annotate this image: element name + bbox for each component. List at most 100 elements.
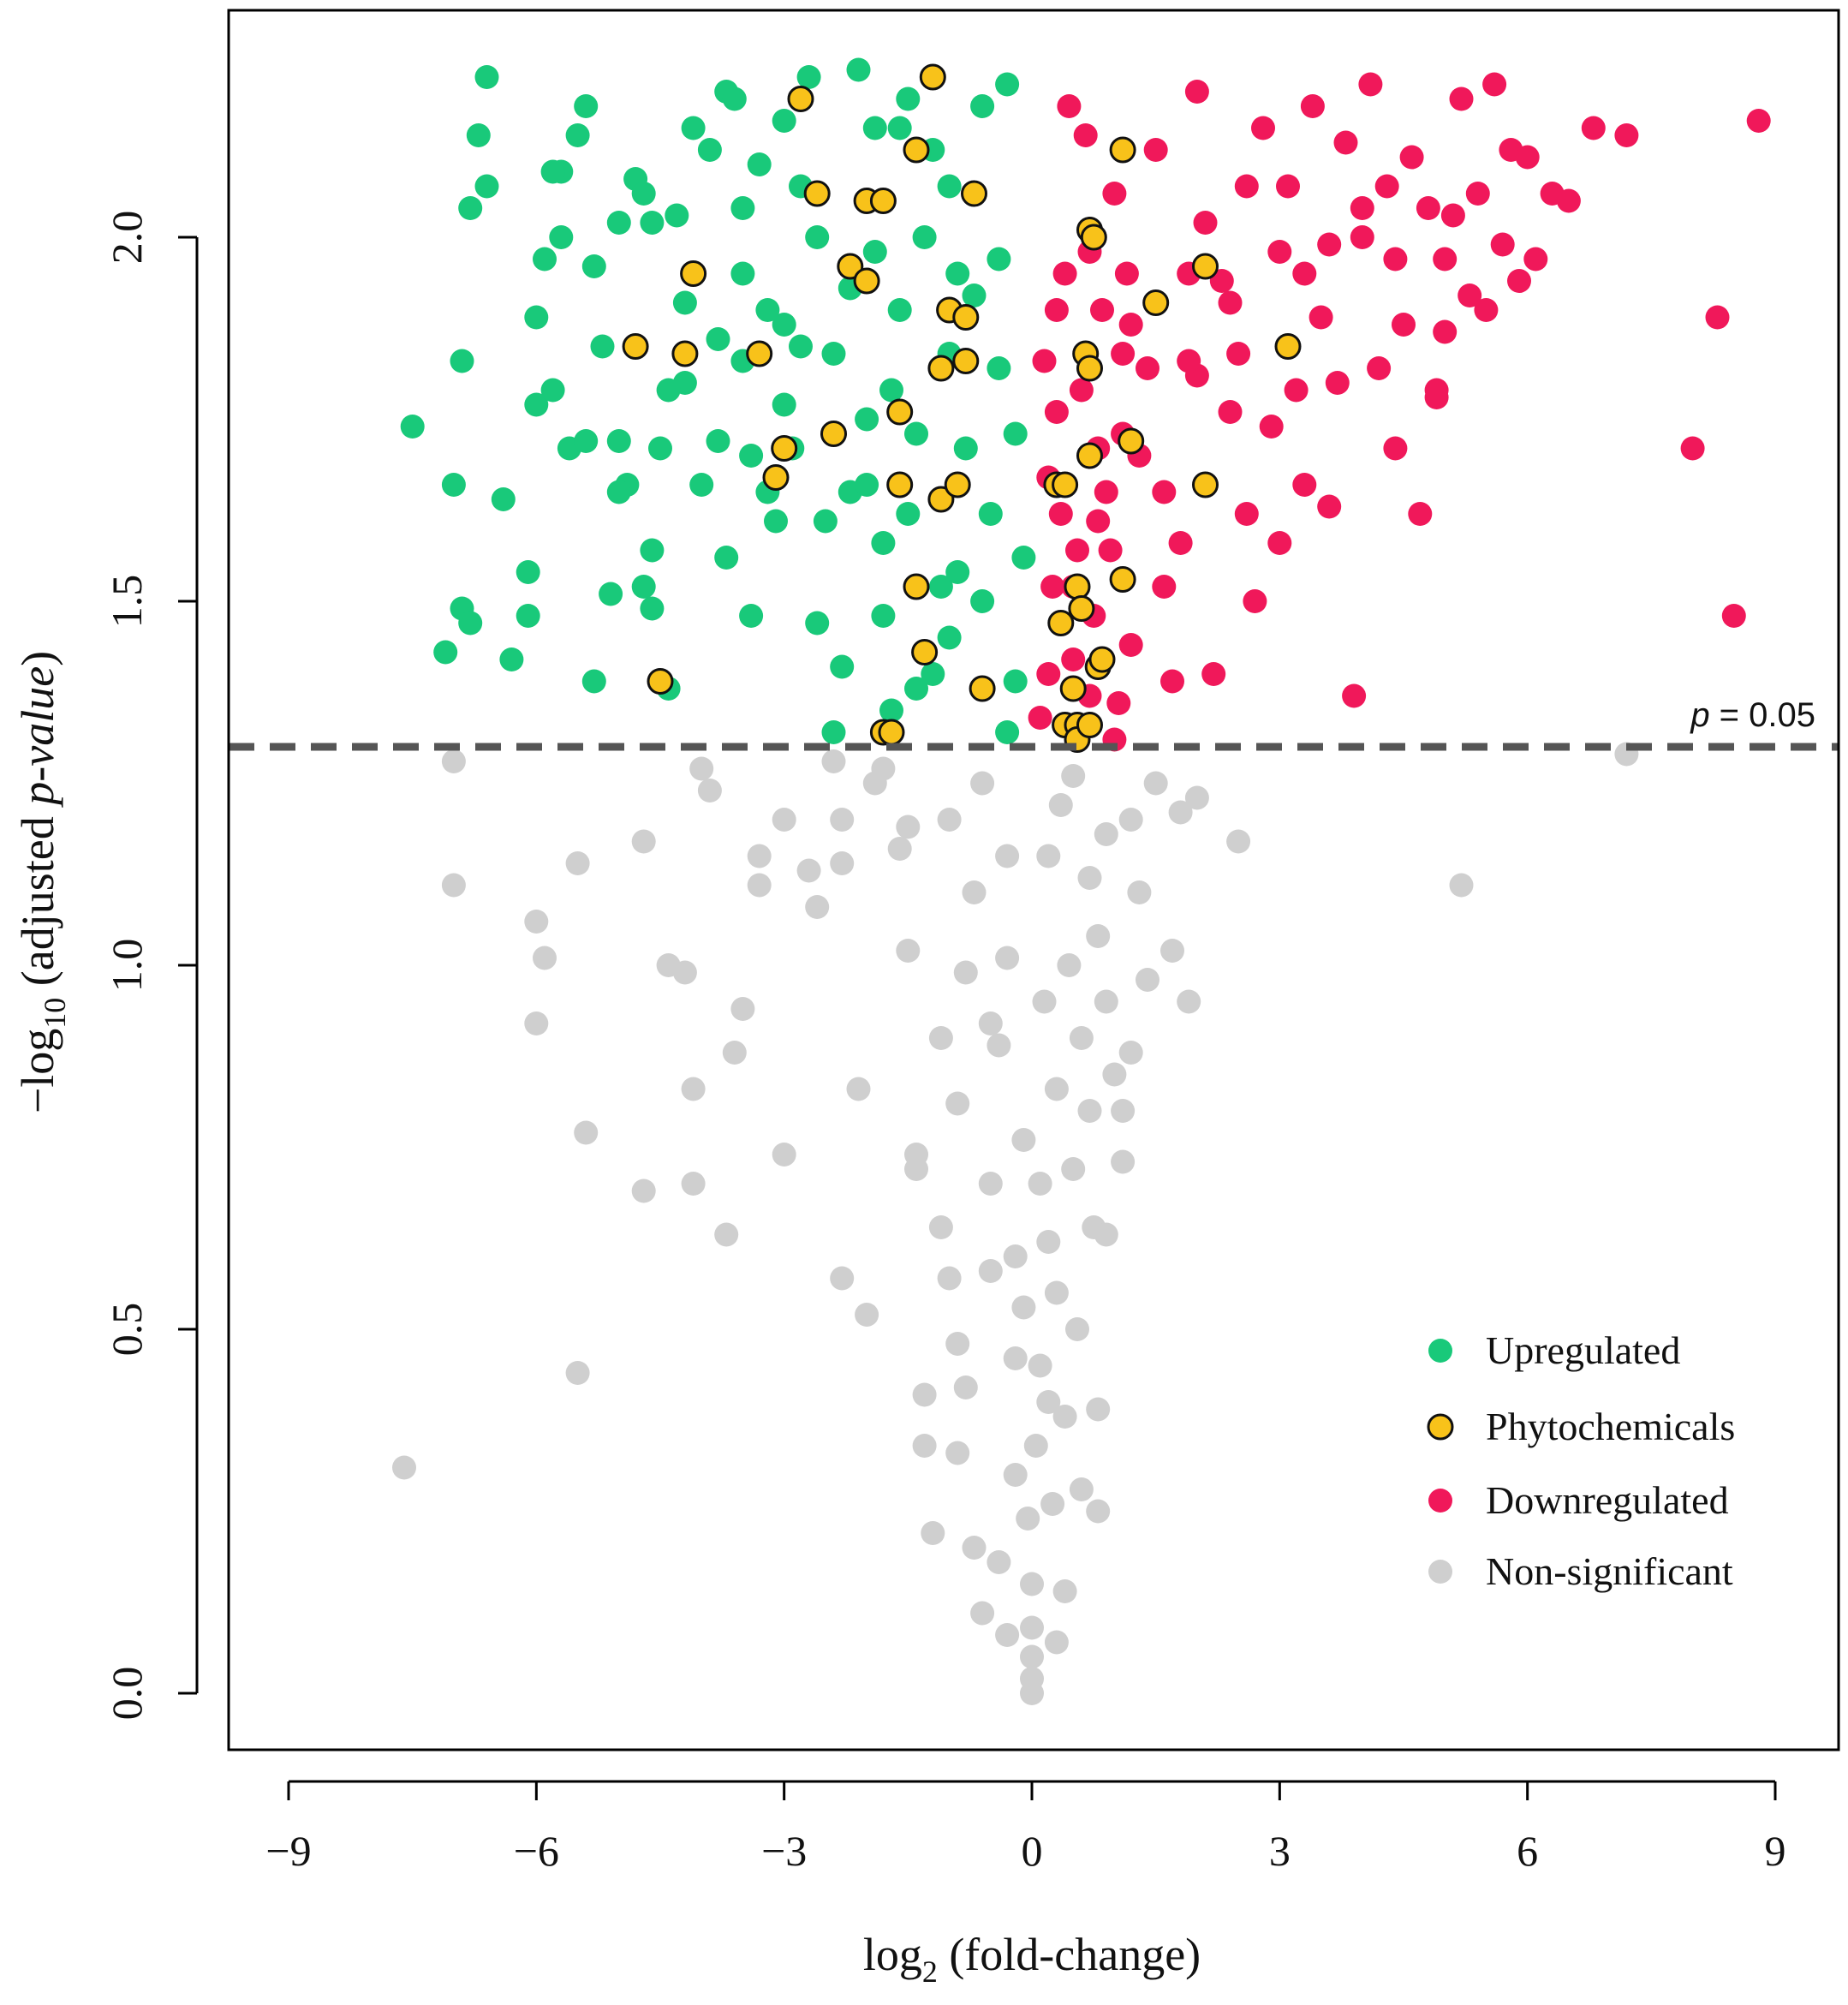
downregulated-point <box>1581 116 1606 140</box>
upregulated-point <box>574 94 599 118</box>
downregulated-point <box>1416 196 1440 220</box>
upregulated-point <box>433 640 458 665</box>
phytochemicals-point <box>886 398 914 426</box>
upregulated-point <box>805 225 830 249</box>
nonsignificant-point <box>978 1011 1003 1035</box>
upregulated-point <box>631 182 656 206</box>
nonsignificant-point <box>995 1623 1020 1647</box>
nonsignificant-point <box>1127 880 1152 904</box>
nonsignificant-point <box>995 946 1020 970</box>
nonsignificant-point <box>747 873 772 898</box>
downregulated-point <box>1333 130 1358 155</box>
downregulated-point <box>1251 116 1275 140</box>
nonsignificant-point <box>1057 953 1082 977</box>
downregulated-point <box>1111 342 1136 366</box>
upregulated-point <box>855 473 879 497</box>
nonsignificant-point <box>1077 866 1102 890</box>
downregulated-point <box>1044 400 1069 424</box>
nonsignificant-point <box>1016 1507 1040 1531</box>
downregulated-point <box>1098 538 1123 563</box>
downregulated-point <box>1259 415 1284 439</box>
upregulated-point <box>937 625 962 650</box>
upregulated-point <box>516 604 540 628</box>
upregulated-point <box>606 211 631 235</box>
phytochemicals-point <box>903 573 930 600</box>
upregulated-point <box>1003 669 1028 694</box>
downregulated-point <box>1292 473 1317 497</box>
nonsignificant-point <box>978 1259 1003 1283</box>
y-axis-title-mid: (adjusted <box>12 805 63 998</box>
downregulated-point <box>1218 290 1243 315</box>
upregulated-point <box>912 225 937 249</box>
y-axis: 0.0 0.5 1.0 1.5 2.0 <box>103 211 199 1720</box>
nonsignificant-point <box>1136 968 1159 992</box>
downregulated-point <box>1507 269 1531 293</box>
downregulated-point <box>1143 138 1168 162</box>
y-tick-label: 2.0 <box>103 211 151 265</box>
phytochemicals-point <box>886 471 914 498</box>
downregulated-point <box>1102 182 1127 206</box>
nonsignificant-point <box>672 960 697 985</box>
phytochemicals-point <box>1076 712 1103 738</box>
downregulated-point <box>1209 269 1234 293</box>
phytochemicals-point <box>878 719 905 746</box>
y-tick-label: 1.0 <box>103 939 151 993</box>
downregulated-point <box>1374 174 1399 199</box>
nonsignificant-point <box>1003 1463 1028 1487</box>
upregulated-point <box>1011 546 1036 570</box>
downregulated-point <box>1490 232 1515 257</box>
nonsignificant-point <box>681 1077 706 1101</box>
nonsignificant-point <box>887 837 912 861</box>
upregulated-point <box>441 473 466 497</box>
downregulated-point <box>1392 313 1416 337</box>
nonsignificant-point <box>1118 808 1143 832</box>
nonsignificant-point <box>681 1172 706 1196</box>
upregulated-point <box>995 72 1020 97</box>
downregulated-point <box>1052 261 1077 286</box>
downregulated-point <box>1226 342 1251 366</box>
upregulated-point <box>772 313 796 337</box>
phytochemicals-point <box>869 188 897 214</box>
phytochemicals-point <box>746 340 773 367</box>
nonsignificant-point <box>1032 989 1057 1014</box>
phytochemicals-point <box>1142 289 1170 316</box>
nonsignificant-point <box>1143 771 1168 796</box>
downregulated-point <box>1086 509 1111 534</box>
downregulated-point <box>1350 196 1374 220</box>
downregulated-point <box>1136 356 1159 380</box>
upregulated-point <box>904 677 928 701</box>
legend-item-nonsignificant: Non-significant <box>1428 1549 1733 1593</box>
upregulated-point <box>549 225 574 249</box>
upregulated-point <box>681 116 706 140</box>
x-axis-title-sub: 2 <box>922 1954 938 1989</box>
nonsignificant-point <box>1086 924 1111 948</box>
x-axis-title-rest: (fold-change) <box>938 1929 1201 1980</box>
downregulated-point <box>1168 531 1193 555</box>
upregulated-point <box>813 509 838 534</box>
upregulated-point <box>640 596 665 621</box>
nonsignificant-point <box>928 1215 953 1239</box>
nonsignificant-point <box>392 1455 416 1480</box>
nonsignificant-point <box>1052 1579 1077 1603</box>
upregulated-point <box>772 109 796 133</box>
phytochemicals-point <box>1076 355 1103 382</box>
upregulated-point <box>739 604 764 628</box>
downregulated-point <box>1152 575 1177 599</box>
threshold-label-p: p <box>1690 696 1709 734</box>
nonsignificant-point <box>904 1157 928 1181</box>
upregulated-point <box>821 342 846 366</box>
downregulated-point <box>1284 378 1309 403</box>
nonsignificant-point <box>937 1266 962 1291</box>
upregulated-point <box>722 87 747 111</box>
downregulated-point <box>1482 72 1507 97</box>
downregulated-point <box>1408 502 1433 526</box>
upregulated-point <box>665 203 689 228</box>
nonsignificant-point <box>912 1382 937 1407</box>
nonsignificant-point <box>805 895 830 919</box>
nonsignificant-point <box>995 844 1020 868</box>
legend-label: Non-significant <box>1486 1549 1733 1593</box>
plot-frame <box>227 9 1840 1751</box>
nonsignificant-point <box>1044 1630 1069 1655</box>
nonsignificant-point <box>1028 1172 1052 1196</box>
